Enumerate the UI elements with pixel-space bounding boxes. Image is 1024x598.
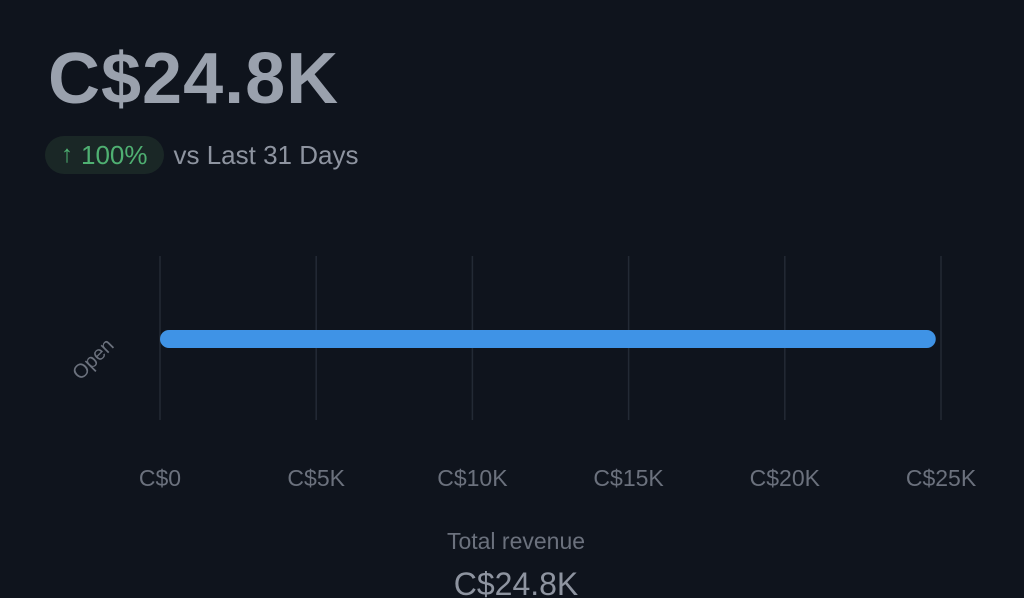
change-row: ↑ 100% vs Last 31 Days — [45, 136, 358, 174]
x-tick-label: C$0 — [139, 465, 181, 491]
x-tick-label: C$5K — [287, 465, 345, 491]
y-category-label: Open — [68, 334, 118, 384]
change-percent: 100% — [81, 139, 148, 170]
x-tick-label: C$25K — [906, 465, 977, 491]
change-badge: ↑ 100% — [45, 136, 164, 174]
arrow-up-icon: ↑ — [61, 141, 73, 168]
x-tick-label: C$20K — [750, 465, 821, 491]
summary-label: Total revenue — [446, 528, 586, 554]
comparison-label: vs Last 31 Days — [173, 139, 359, 170]
x-tick-label: C$10K — [437, 465, 508, 491]
summary-value: C$24.8K — [453, 566, 579, 598]
x-tick-label: C$15K — [593, 465, 664, 491]
kpi-value: C$24.8K — [48, 39, 340, 119]
